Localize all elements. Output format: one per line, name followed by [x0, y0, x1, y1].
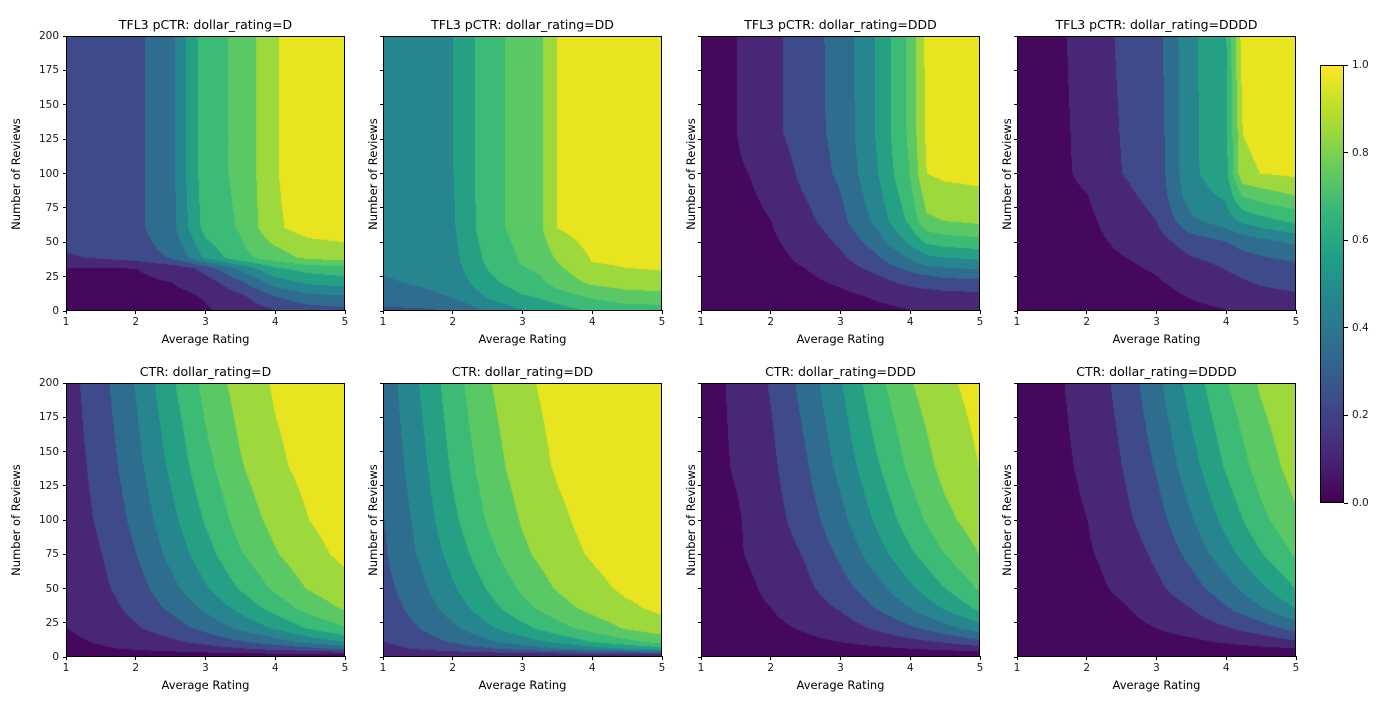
subplot-title: TFL3 pCTR: dollar_rating=D: [118, 17, 293, 32]
subplot-title: CTR: dollar_rating=DDDD: [1076, 364, 1237, 379]
y-axis-ticks: 0 25 50 75 100 125 150 175 200: [7, 30, 67, 317]
x-axis-label: Average Rating: [161, 332, 250, 346]
x-axis-label: Average Rating: [478, 332, 567, 346]
x-axis-label: Average Rating: [161, 678, 250, 692]
x-axis-label: Average Rating: [1112, 678, 1201, 692]
y-axis-ticks: [324, 35, 384, 312]
y-axis-label: Number of Reviews: [9, 117, 23, 230]
contour-canvas: [67, 37, 344, 310]
x-axis-label: Average Rating: [796, 678, 885, 692]
x-axis-label: Average Rating: [1112, 332, 1201, 346]
x-axis-label: Average Rating: [478, 678, 567, 692]
contour-canvas: [67, 384, 344, 656]
subplot-title: TFL3 pCTR: dollar_rating=DDD: [744, 17, 937, 32]
y-axis-label: Number of Reviews: [1000, 117, 1014, 230]
y-axis-label: Number of Reviews: [684, 117, 698, 230]
subplot-title: TFL3 pCTR: dollar_rating=DDDD: [1055, 17, 1258, 32]
subplot-title: CTR: dollar_rating=DDD: [765, 364, 916, 379]
y-axis-label: Number of Reviews: [9, 464, 23, 576]
y-axis-ticks: [324, 382, 384, 658]
y-axis-label: Number of Reviews: [1000, 464, 1014, 576]
contour-canvas: [384, 384, 661, 656]
y-axis-label: Number of Reviews: [366, 117, 380, 230]
contour-canvas: [702, 384, 979, 656]
y-axis-ticks: [958, 35, 1018, 312]
colorbar-gradient: [1321, 66, 1343, 502]
colorbar: 0.0 0.2 0.4 0.6 0.8 1.0: [1320, 59, 1369, 509]
contour-canvas: [384, 37, 661, 310]
y-axis-ticks: [642, 35, 702, 312]
x-axis-label: Average Rating: [796, 332, 885, 346]
y-axis-ticks: 0 25 50 75 100 125 150 175 200: [7, 377, 67, 663]
subplot-title: TFL3 pCTR: dollar_rating=DD: [431, 17, 614, 32]
subplot-title: CTR: dollar_rating=D: [139, 364, 272, 379]
subplot-title: CTR: dollar_rating=DD: [451, 364, 594, 379]
y-axis-ticks: [958, 382, 1018, 658]
contour-canvas: [1018, 37, 1295, 310]
contour-canvas: [702, 37, 979, 310]
y-axis-label: Number of Reviews: [366, 464, 380, 576]
y-axis-label: Number of Reviews: [684, 464, 698, 576]
contour-canvas: [1018, 384, 1295, 656]
colorbar-ticks: 0.0 0.2 0.4 0.6 0.8 1.0: [1343, 59, 1386, 509]
y-axis-ticks: [642, 382, 702, 658]
